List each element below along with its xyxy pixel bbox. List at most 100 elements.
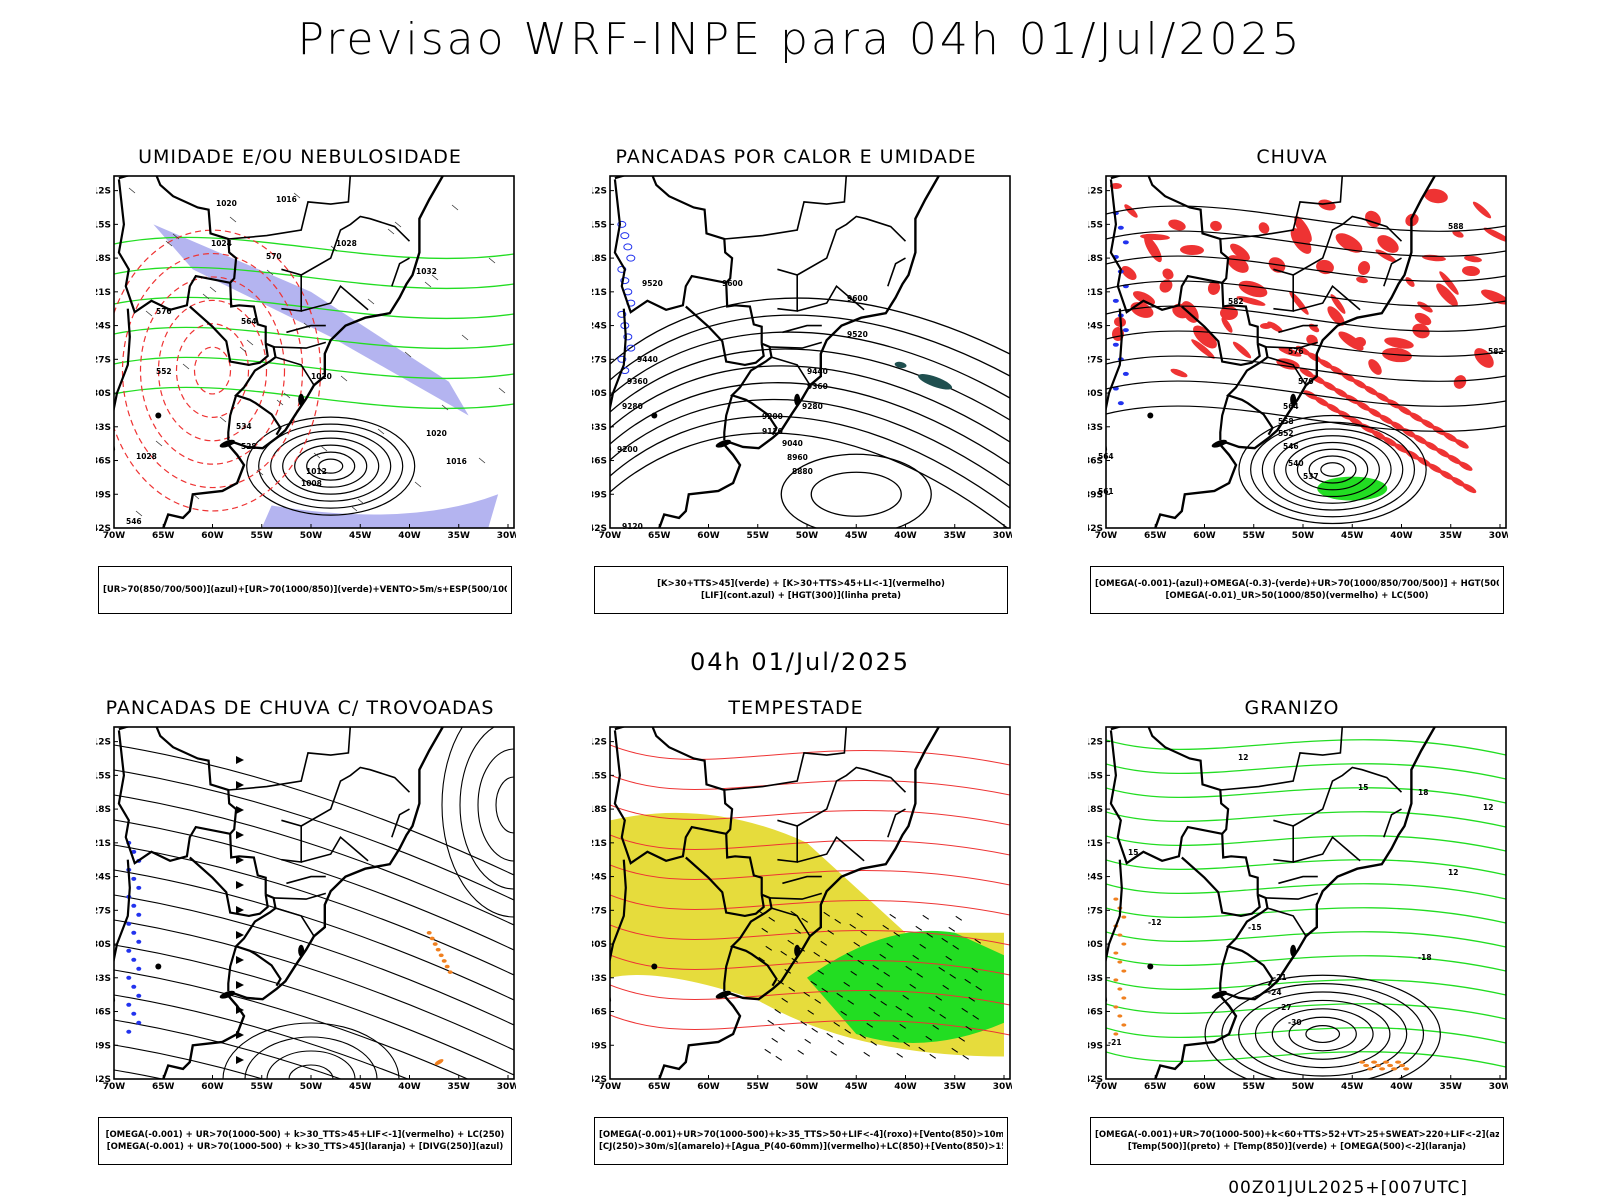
wind-arrow (478, 457, 486, 464)
lat-tick-label: 18S (1088, 805, 1103, 815)
lon-tick-label: 70W (1095, 1082, 1118, 1092)
streamline-850 (610, 924, 1010, 946)
contour-label: -12 (1148, 918, 1162, 927)
border-line (1106, 308, 1123, 453)
wind-arrow (498, 387, 506, 394)
lon-tick-label: 30W (1489, 531, 1508, 541)
lon-tick-label: 50W (300, 1082, 323, 1092)
omega500-area (1375, 1063, 1382, 1068)
contour-label: 546 (126, 517, 142, 526)
temp850-contour (1106, 883, 1506, 900)
border-line (1219, 394, 1230, 441)
lon-tick-label: 70W (103, 1082, 126, 1092)
lon-tick-label: 35W (1440, 1082, 1463, 1092)
contour-label: 576 (1288, 347, 1304, 356)
streamline (114, 869, 514, 1001)
wind-vector (961, 1007, 969, 1013)
panel-tempestade: TEMPESTADE 12S 15S 18S 21S 24S 27S 30S 33S 36S 39… (576, 697, 1016, 1177)
hgt-contour (610, 314, 1010, 381)
contour-label: -24 (1268, 988, 1282, 997)
lon-tick-label: 55W (1243, 1082, 1266, 1092)
pressure-low (294, 444, 368, 488)
temp500-contour (1305, 1025, 1341, 1044)
border-line (1226, 342, 1274, 436)
rain-area (1333, 388, 1348, 398)
wind-arrow (424, 281, 432, 288)
temp850-contour (1106, 835, 1506, 852)
lat-tick-label: 21S (1088, 839, 1103, 849)
rain-area (1308, 323, 1320, 333)
panel-chuva: CHUVA 588 582 576 570 564 558 552 546 540 537 561 5… (1072, 146, 1512, 626)
streamline (114, 819, 514, 951)
rain-area (1397, 405, 1413, 416)
rain-area (1453, 375, 1467, 389)
omega-area (1117, 225, 1124, 230)
river-plate (715, 439, 731, 448)
border-line (227, 394, 238, 441)
lat-tick-label: 24S (96, 322, 111, 332)
lon-tick-label: 55W (1243, 531, 1266, 541)
contour-label: 9120 (762, 427, 783, 436)
moisture-band (153, 224, 469, 416)
divergence-area (136, 993, 142, 998)
divergence-area (131, 957, 137, 962)
lon-tick-label: 40W (1390, 1082, 1413, 1092)
legend-line-2: [OMEGA(-0.01)_UR>50(1000/850)(vermelho) … (1165, 591, 1429, 601)
rain-area (1329, 365, 1345, 376)
border-line (286, 875, 326, 885)
streamline-arrow (236, 806, 244, 814)
omega500-area (1113, 978, 1119, 982)
border-line (1292, 215, 1403, 276)
rain-area (1481, 289, 1506, 305)
divergence-area (136, 939, 142, 944)
lif-contour (623, 333, 633, 341)
lat-tick-label: 36S (96, 457, 111, 467)
lat-tick-label: 33S (96, 423, 111, 433)
border-line (273, 892, 327, 900)
wind-vector (873, 1011, 881, 1017)
rain-area (1121, 265, 1137, 281)
streamline (114, 969, 469, 1079)
rain-area (1318, 359, 1333, 369)
lon-tick-label: 35W (1440, 531, 1463, 541)
lon-tick-label: 65W (648, 531, 671, 541)
lat-tick-label: 15S (1088, 771, 1103, 781)
contour-label: 9040 (782, 439, 803, 448)
border-line (723, 394, 734, 441)
main-title: Previsao WRF-INPE para 04h 01/Jul/2025 (297, 14, 1303, 65)
border-line (1219, 945, 1230, 992)
hgt500-contour (1308, 455, 1357, 484)
border-line (273, 341, 327, 349)
contour-label: -27 (1278, 1003, 1292, 1012)
wind-arrow (431, 274, 439, 281)
lon-tick-label: 35W (944, 531, 967, 541)
pressure-low (246, 416, 416, 516)
rain-area (1352, 379, 1367, 389)
wind-vector (814, 998, 822, 1004)
lat-tick-label: 39S (96, 1041, 111, 1051)
border-line (610, 308, 627, 453)
lon-tick-label: 30W (497, 1082, 516, 1092)
rain-area (1428, 463, 1443, 474)
map-frame (113, 726, 515, 1080)
lat-tick-label: 15S (96, 771, 111, 781)
map-frame (609, 175, 1011, 529)
hgt-contour (610, 365, 1010, 443)
omega-area (1122, 240, 1129, 245)
border-line (777, 819, 798, 863)
thickness-contour (114, 229, 322, 512)
divergence-area (131, 849, 137, 854)
rain-area (1207, 281, 1221, 295)
lat-tick-label: 30S (1088, 389, 1103, 399)
wind-arrow (488, 257, 496, 264)
lat-tick-label: 18S (96, 805, 111, 815)
lat-tick-label: 42S (96, 1075, 111, 1085)
wind-vector (948, 926, 956, 932)
omega500-area (1371, 1060, 1378, 1064)
panel-trovoadas: PANCADAS DE CHUVA C/ TROVOADAS 12S 15S 18S… (80, 697, 520, 1177)
wind-vector (895, 1005, 903, 1011)
rain-area (1377, 235, 1399, 253)
border-line (117, 179, 231, 314)
rain-area (1299, 368, 1314, 378)
lake (155, 412, 162, 419)
